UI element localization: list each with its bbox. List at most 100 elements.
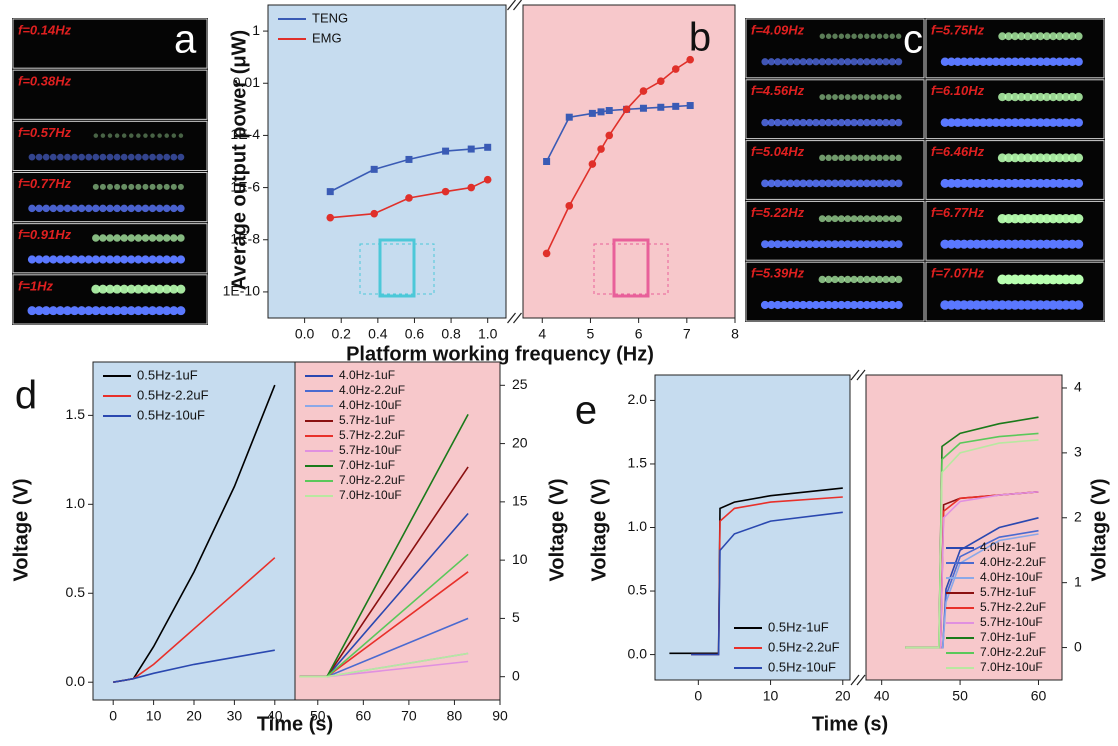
led-green <box>91 284 101 294</box>
marker <box>542 249 551 258</box>
led-blue <box>811 240 820 249</box>
legend-label: 4.0Hz-10uF <box>980 570 1043 584</box>
led-blue <box>824 179 833 188</box>
led-blue <box>48 306 58 316</box>
x-tick-label: 0.0 <box>295 326 315 342</box>
led-green <box>164 133 169 138</box>
led-green <box>857 154 864 162</box>
led-green <box>1061 32 1070 41</box>
y-tick-label: 1.0 <box>628 518 648 534</box>
led-green <box>1067 153 1077 163</box>
led-blue <box>1042 178 1052 188</box>
led-green <box>1042 32 1051 41</box>
led-blue <box>70 204 79 213</box>
marker <box>442 147 450 155</box>
x-tick-label: 0.6 <box>405 326 425 342</box>
led-blue <box>881 300 891 310</box>
led-green <box>155 234 164 242</box>
led-green <box>857 215 864 223</box>
marker <box>483 175 492 184</box>
marker <box>326 213 335 222</box>
y-tick-label: 1.0 <box>66 495 86 511</box>
led-blue <box>818 240 827 249</box>
y2-tick-label: 3 <box>1074 444 1082 460</box>
led-blue <box>1010 239 1020 249</box>
led-blue <box>959 239 969 249</box>
led-blue <box>953 118 963 127</box>
led-blue <box>1068 57 1077 67</box>
photo-cell <box>12 274 208 325</box>
x-tick-label: 50 <box>310 708 326 724</box>
led-blue <box>812 118 820 127</box>
led-green <box>882 275 890 284</box>
photo-cell <box>745 200 925 261</box>
photo-label: f=5.04Hz <box>751 144 805 159</box>
led-blue <box>869 179 878 188</box>
led-green <box>1010 92 1020 102</box>
axis-break-mark <box>507 0 516 11</box>
led-green <box>1011 32 1019 41</box>
led-blue <box>1048 118 1058 127</box>
led-blue <box>947 57 956 67</box>
led-blue <box>830 300 840 310</box>
y2-axis-label: Voltage (V) <box>1088 479 1110 582</box>
led-blue <box>1061 178 1071 188</box>
legend-label: 5.7Hz-2.2uF <box>980 600 1046 614</box>
led-blue <box>34 255 44 264</box>
led-green <box>1049 32 1058 41</box>
led-blue <box>882 118 890 127</box>
led-blue <box>70 255 79 264</box>
led-blue <box>818 179 827 188</box>
led-green <box>998 92 1007 102</box>
y-axis-label: Voltage (V) <box>10 479 32 582</box>
y2-axis-label: Voltage (V) <box>546 479 568 582</box>
marker <box>326 188 334 196</box>
led-blue <box>42 255 51 264</box>
led-blue <box>84 255 93 264</box>
led-green <box>114 133 120 138</box>
led-green <box>140 284 150 294</box>
led-blue <box>1073 300 1084 310</box>
led-blue <box>805 58 814 66</box>
x-tick-label: 0 <box>694 688 702 704</box>
led-blue <box>793 118 801 127</box>
led-blue <box>978 118 988 127</box>
y-axis-label: Average output power (μW) <box>228 30 250 290</box>
panel-letter: a <box>174 18 197 62</box>
led-green <box>888 215 896 223</box>
led-green <box>837 215 845 223</box>
photo-label: f=4.56Hz <box>751 83 805 98</box>
series-line <box>545 104 691 162</box>
led-blue <box>169 306 179 316</box>
led-blue <box>77 204 86 213</box>
led-blue <box>894 179 903 188</box>
x-tick-label: 20 <box>835 688 851 704</box>
led-green <box>1042 153 1052 163</box>
led-blue <box>126 306 136 316</box>
led-blue <box>831 179 839 188</box>
led-blue <box>773 179 782 188</box>
led-blue <box>882 179 890 188</box>
led-blue <box>99 153 107 161</box>
photo-label: f=0.77Hz <box>18 176 72 191</box>
led-green <box>1036 32 1045 41</box>
led-green <box>1061 153 1071 163</box>
led-blue <box>70 306 80 316</box>
led-blue <box>148 204 157 213</box>
legend-label: 5.7Hz-10uF <box>980 615 1043 629</box>
x-tick-label: 10 <box>763 688 779 704</box>
x-tick-label: 40 <box>874 688 890 704</box>
axis-break-mark <box>513 312 522 324</box>
led-blue <box>1004 178 1014 188</box>
photo-cell <box>12 120 208 172</box>
photo-label: f=5.75Hz <box>931 22 985 37</box>
led-green <box>176 284 186 294</box>
photo-cell <box>12 69 208 120</box>
legend-label: 0.5Hz-1uF <box>137 367 198 382</box>
led-blue <box>1074 239 1084 249</box>
legend-label: 4.0Hz-10uF <box>339 398 402 412</box>
led-green <box>864 33 870 39</box>
led-blue <box>177 153 185 161</box>
led-green <box>819 94 826 100</box>
led-green <box>832 94 838 100</box>
